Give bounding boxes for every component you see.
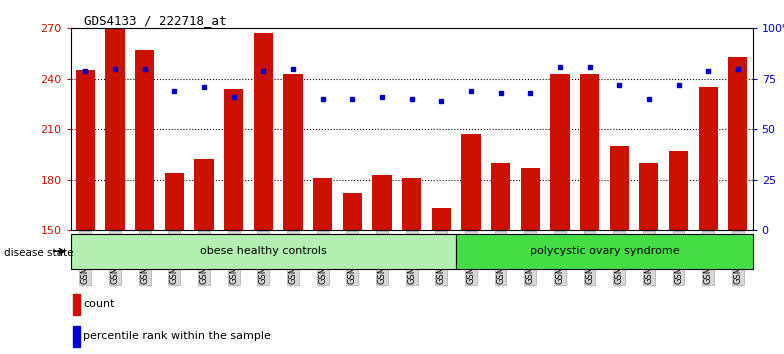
Text: disease state: disease state (4, 248, 74, 258)
Bar (402, 178, 421, 230)
Bar (461, 134, 481, 230)
Bar (521, 168, 540, 230)
Bar (609, 146, 629, 230)
Bar (283, 74, 303, 230)
Bar (491, 163, 510, 230)
Bar (372, 175, 391, 230)
Bar (728, 57, 747, 230)
FancyBboxPatch shape (71, 234, 456, 269)
Bar (224, 89, 243, 230)
FancyBboxPatch shape (456, 234, 753, 269)
Bar (550, 74, 569, 230)
Bar (73, 294, 81, 315)
Bar (639, 163, 659, 230)
Bar (432, 208, 451, 230)
Bar (699, 87, 718, 230)
Bar (73, 326, 81, 347)
Bar (343, 193, 362, 230)
Bar (76, 70, 95, 230)
Text: count: count (83, 299, 115, 309)
Bar (580, 74, 599, 230)
Bar (669, 151, 688, 230)
Bar (254, 33, 273, 230)
Bar (165, 173, 184, 230)
Bar (135, 50, 154, 230)
Text: percentile rank within the sample: percentile rank within the sample (83, 331, 271, 341)
Text: GDS4133 / 222718_at: GDS4133 / 222718_at (84, 14, 227, 27)
Text: polycystic ovary syndrome: polycystic ovary syndrome (529, 246, 679, 256)
Text: obese healthy controls: obese healthy controls (200, 246, 327, 256)
Bar (313, 178, 332, 230)
Bar (105, 28, 125, 230)
Bar (194, 160, 214, 230)
